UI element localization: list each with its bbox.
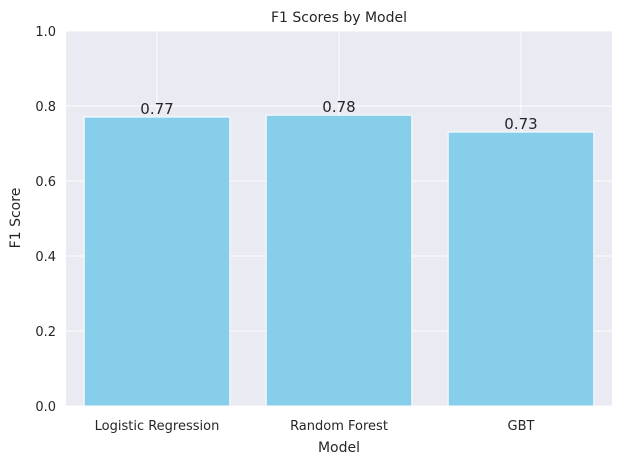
data-label: 0.78	[322, 98, 355, 116]
y-axis-ticks: 0.0 0.2 0.4 0.6 0.8 1.0	[35, 25, 56, 415]
data-label: 0.73	[504, 115, 537, 133]
bar	[265, 114, 413, 407]
y-tick-label: 0.0	[35, 400, 56, 415]
data-label: 0.77	[140, 100, 173, 118]
x-tick-label: Logistic Regression	[95, 419, 220, 434]
y-axis-label: F1 Score	[8, 188, 24, 249]
x-tick-label: Random Forest	[290, 419, 388, 434]
bar	[447, 131, 595, 407]
x-axis-ticks: Logistic Regression Random Forest GBT	[95, 419, 535, 434]
data-labels: 0.77 0.78 0.73	[140, 98, 537, 133]
x-tick-label: GBT	[508, 419, 535, 434]
y-tick-label: 0.6	[35, 175, 56, 190]
y-tick-label: 0.4	[35, 250, 56, 265]
y-tick-label: 1.0	[35, 25, 56, 40]
bar	[83, 116, 231, 407]
bars	[83, 114, 595, 407]
y-tick-label: 0.8	[35, 100, 56, 115]
y-tick-label: 0.2	[35, 325, 56, 340]
x-axis-label: Model	[318, 440, 360, 456]
chart-title: F1 Scores by Model	[271, 10, 407, 26]
